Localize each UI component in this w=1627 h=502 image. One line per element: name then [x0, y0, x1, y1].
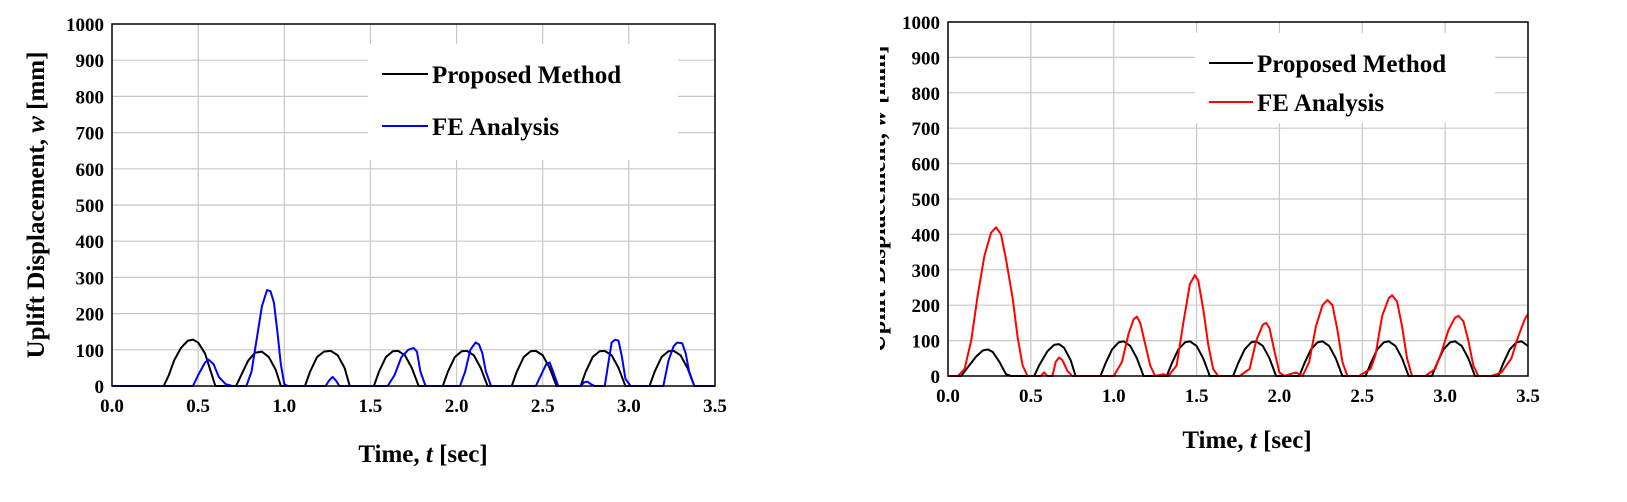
legend: Proposed Method FE Analysis	[1195, 33, 1495, 123]
y-tick-label: 100	[76, 341, 105, 362]
legend-label: FE Analysis	[1257, 90, 1384, 117]
y-tick-label: 700	[912, 119, 941, 140]
y-axis-label: Uplift Displacement, w [mm]	[880, 46, 891, 353]
x-label-text: Time,	[1182, 427, 1250, 454]
y-tick-label: 500	[76, 196, 105, 217]
series-group	[948, 226, 1529, 377]
y-label-var: w	[23, 116, 50, 133]
y-tick-label: 1000	[902, 13, 940, 34]
legend-label: Proposed Method	[1257, 51, 1446, 78]
x-tick-label: 0.5	[186, 396, 210, 417]
x-label-unit: [sec]	[433, 441, 488, 468]
series-group	[112, 289, 715, 387]
x-tick-label: 2.0	[445, 396, 469, 417]
chart-left: 0.0 0.5 1.0 1.5 2.0 2.5 3.0 3.5 0 100 200 300 400 500…	[23, 15, 727, 468]
x-label-var: t	[426, 441, 434, 468]
y-label-text: Uplift Displacement,	[880, 127, 891, 353]
x-label-var: t	[1250, 427, 1258, 454]
y-tick-label: 0	[95, 377, 105, 398]
x-tick-label: 3.5	[703, 396, 727, 417]
x-tick-label: 0.0	[936, 386, 960, 407]
x-label-unit: [sec]	[1257, 427, 1312, 454]
y-tick-label: 900	[912, 48, 941, 69]
x-tick-label: 3.0	[1433, 386, 1457, 407]
x-tick-label: 1.0	[272, 396, 296, 417]
series-line-fe-analysis	[948, 226, 1529, 377]
x-tick-label: 1.0	[1102, 386, 1126, 407]
y-tick-label: 200	[76, 305, 105, 326]
x-tick-label: 1.5	[359, 396, 383, 417]
chart-right: 0.0 0.5 1.0 1.5 2.0 2.5 3.0 3.5 0 100 200 300 400 500…	[880, 13, 1540, 454]
x-tick-label: 2.0	[1268, 386, 1292, 407]
y-tick-label: 700	[76, 124, 105, 145]
legend-label: Proposed Method	[432, 62, 621, 89]
x-tick-label: 0.0	[100, 396, 124, 417]
tick-labels: 0.0 0.5 1.0 1.5 2.0 2.5 3.0 3.5 0 100 200 300 400 500…	[902, 13, 1540, 407]
legend-background	[368, 44, 678, 160]
y-axis-label: Uplift Displacement, w [mm]	[23, 52, 50, 359]
x-axis-label: Time, t [sec]	[1182, 427, 1311, 454]
x-axis-label: Time, t [sec]	[358, 441, 487, 468]
y-tick-label: 100	[912, 332, 941, 353]
y-label-unit: [mm]	[880, 46, 891, 111]
legend-label: FE Analysis	[432, 114, 559, 141]
y-tick-label: 400	[912, 225, 941, 246]
series-line-proposed-method	[948, 340, 1529, 377]
y-tick-label: 900	[76, 51, 105, 72]
x-tick-label: 3.5	[1516, 386, 1540, 407]
y-label-var: w	[880, 110, 891, 127]
y-tick-label: 1000	[66, 15, 104, 36]
x-tick-label: 3.0	[617, 396, 641, 417]
legend: Proposed Method FE Analysis	[368, 44, 678, 160]
y-label-unit: [mm]	[23, 52, 50, 117]
plot-frame	[111, 23, 716, 387]
y-tick-label: 600	[912, 155, 941, 176]
y-tick-label: 800	[912, 84, 941, 105]
x-label-text: Time,	[358, 441, 426, 468]
y-label-text: Uplift Displacement,	[23, 133, 50, 359]
x-tick-label: 1.5	[1185, 386, 1209, 407]
y-tick-label: 500	[912, 190, 941, 211]
x-tick-label: 0.5	[1019, 386, 1043, 407]
x-tick-label: 2.5	[1350, 386, 1374, 407]
chart-panel-right: 0.0 0.5 1.0 1.5 2.0 2.5 3.0 3.5 0 100 200 300 400 500…	[880, 0, 1627, 502]
y-tick-label: 400	[76, 232, 105, 253]
y-tick-label: 300	[76, 268, 105, 289]
x-tick-label: 2.5	[531, 396, 555, 417]
y-tick-label: 200	[912, 296, 941, 317]
legend-background	[1195, 33, 1495, 123]
y-tick-label: 300	[912, 261, 941, 282]
chart-panel-left: 0.0 0.5 1.0 1.5 2.0 2.5 3.0 3.5 0 100 200 300 400 500…	[0, 0, 800, 502]
plot-frame	[947, 21, 1529, 377]
y-tick-label: 0	[931, 367, 941, 388]
y-tick-label: 800	[76, 87, 105, 108]
y-tick-label: 600	[76, 160, 105, 181]
tick-labels: 0.0 0.5 1.0 1.5 2.0 2.5 3.0 3.5 0 100 200 300 400 500…	[66, 15, 727, 417]
series-line-fe-analysis	[112, 289, 715, 387]
